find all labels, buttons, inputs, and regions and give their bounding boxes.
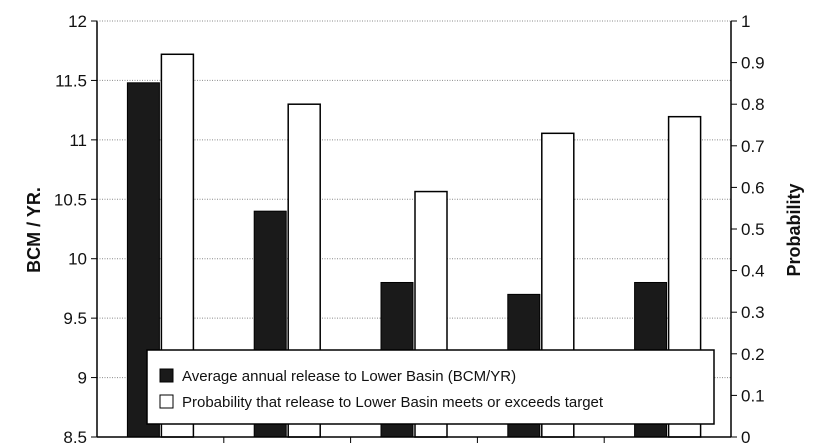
left-tick-label: 12 xyxy=(68,12,87,31)
legend-label-probability: Probability that release to Lower Basin … xyxy=(182,394,604,411)
right-y-axis-ticks: 0 0.1 0.2 0.3 0.4 0.5 0.6 0.7 0.8 0.9 1 xyxy=(731,12,765,447)
right-tick-label: 1 xyxy=(741,12,750,31)
right-tick-label: 0.6 xyxy=(741,178,765,197)
legend-box xyxy=(146,349,715,425)
legend-swatch-probability xyxy=(159,394,174,409)
legend-label-release: Average annual release to Lower Basin (B… xyxy=(182,368,516,385)
left-y-axis-ticks: 8.5 9 9.5 10 10.5 11 11.5 12 xyxy=(54,12,97,447)
left-tick-label: 11 xyxy=(69,131,87,150)
left-tick-label: 11.5 xyxy=(55,71,87,90)
right-tick-label: 0.1 xyxy=(741,386,765,405)
right-tick-label: 0 xyxy=(741,428,750,447)
legend-swatch-release xyxy=(159,368,174,383)
right-tick-label: 0.9 xyxy=(741,54,765,73)
left-tick-label: 10.5 xyxy=(54,190,87,209)
right-tick-label: 0.4 xyxy=(741,262,765,281)
right-tick-label: 0.7 xyxy=(741,137,765,156)
legend: Average annual release to Lower Basin (B… xyxy=(146,349,715,425)
left-tick-label: 9.5 xyxy=(63,309,87,328)
right-tick-label: 0.8 xyxy=(741,95,765,114)
left-tick-label: 8.5 xyxy=(63,428,87,447)
left-tick-label: 10 xyxy=(68,250,87,269)
left-y-axis-title: BCM / YR. xyxy=(24,187,44,273)
right-tick-label: 0.2 xyxy=(741,345,765,364)
right-y-axis-title: Probability xyxy=(784,183,804,276)
right-tick-label: 0.5 xyxy=(741,220,765,239)
left-tick-label: 9 xyxy=(78,369,87,388)
right-tick-label: 0.3 xyxy=(741,303,765,322)
